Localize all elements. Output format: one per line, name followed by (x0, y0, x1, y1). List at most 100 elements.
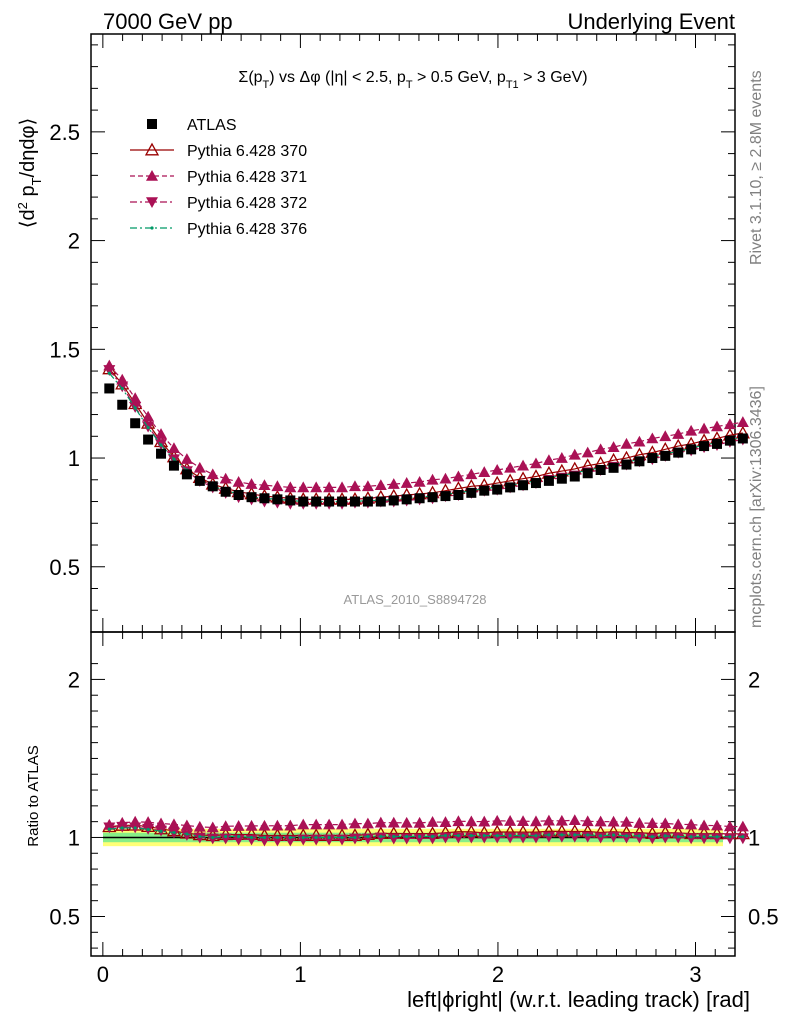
series-0-point (634, 456, 645, 467)
series-0-point (324, 496, 335, 507)
series-4-ratio-point (146, 827, 150, 832)
main-series-group (102, 359, 750, 510)
series-0-point (647, 453, 658, 464)
series-0-point (724, 435, 735, 446)
series-0-point (686, 444, 697, 455)
series-4-ratio-point (728, 835, 732, 839)
series-3-ratio-point (323, 834, 336, 846)
series-4-ratio-point (107, 827, 111, 831)
series-2-ratio-point (361, 817, 374, 829)
series-2-point (374, 479, 387, 491)
series-4-ratio-point (275, 835, 279, 840)
series-0-point (246, 492, 257, 503)
series-4-point (133, 406, 137, 410)
series-4-point (172, 457, 176, 461)
series-2-point (723, 418, 736, 430)
series-3-point (103, 365, 116, 376)
main-y-tick-label: 2 (68, 229, 80, 254)
series-2-ratio-point (478, 815, 491, 827)
x-tick-label: 1 (294, 962, 306, 987)
series-2-ratio-point (374, 816, 387, 828)
series-0-point (337, 496, 348, 507)
series-0-point (621, 459, 632, 470)
series-2-ratio-point (646, 817, 659, 829)
series-2-point (672, 428, 685, 439)
energy-label: 7000 GeV pp (103, 9, 233, 34)
series-2-point (710, 420, 723, 432)
ratio-y-tick-label-left: 1 (68, 825, 80, 850)
series-2-ratio-point (348, 817, 361, 829)
series-2-point (348, 480, 361, 492)
series-2-point (581, 446, 594, 458)
series-3-ratio-point (710, 833, 723, 845)
series-2-point (542, 454, 555, 466)
series-4-ratio-point (650, 835, 654, 839)
series-2-ratio-point (232, 820, 245, 831)
main-y-tick-label: 2.5 (49, 120, 80, 145)
series-0-point (311, 496, 322, 507)
series-2-point (698, 422, 711, 434)
series-4-ratio-point (353, 835, 357, 840)
series-3-ratio-point (232, 834, 245, 846)
series-4-ratio-point (495, 834, 499, 838)
plot-title: Σ(pT) vs Δφ (|η| < 2.5, pT > 0.5 GeV, pT… (238, 69, 587, 91)
series-0-point (595, 464, 606, 475)
series-4-ratio-point (611, 833, 616, 837)
series-2-point (620, 437, 633, 449)
series-0-point (569, 471, 580, 482)
series-2-point (504, 461, 517, 473)
series-2-line (108, 365, 743, 488)
series-0-point (466, 487, 477, 498)
series-0-point (143, 434, 154, 445)
series-4-ratio-point (249, 835, 254, 840)
series-0-point (608, 462, 619, 473)
series-0-point (168, 460, 179, 471)
series-2-ratio-point (465, 815, 478, 827)
series-0-point (259, 493, 270, 504)
series-2-point (258, 479, 271, 491)
series-0-point (737, 433, 748, 444)
series-4-ratio-point (663, 834, 667, 838)
series-4-ratio-point (211, 835, 215, 840)
series-3-ratio-point (271, 835, 284, 847)
series-4-ratio-point (741, 835, 745, 839)
series-4-ratio-point (133, 826, 137, 830)
x-axis-label: left|ϕright| (w.r.t. leading track) [rad… (407, 987, 750, 1012)
series-2-point (659, 430, 672, 442)
series-4-ratio-point (185, 832, 189, 836)
series-4-ratio-point (456, 833, 461, 838)
series-3-ratio-point (736, 833, 749, 845)
series-2-ratio-point (568, 814, 581, 825)
series-2-point (284, 481, 297, 493)
series-4-ratio-point (327, 835, 331, 840)
series-4-ratio-point (392, 834, 396, 839)
series-2-ratio-point (542, 814, 555, 826)
series-0-point (104, 383, 115, 394)
series-2-ratio-point (685, 818, 698, 830)
series-4-point (159, 443, 163, 447)
series-4-point (120, 386, 124, 391)
series-2-ratio-point (206, 821, 219, 833)
ratio-y-tick-label-right: 2 (748, 667, 760, 692)
series-0-point (207, 481, 218, 492)
series-2-point (142, 410, 155, 422)
series-4-point (146, 425, 150, 430)
legend-marker-1 (144, 142, 160, 156)
series-2-ratio-point (193, 820, 206, 832)
series-4-ratio-point (599, 834, 603, 838)
series-0-point (375, 496, 386, 507)
series-2-point (633, 435, 646, 447)
series-2-ratio-point (723, 820, 736, 832)
series-0-point (660, 450, 671, 461)
series-2-ratio-point (297, 818, 310, 830)
series-4-ratio-point (405, 834, 409, 839)
ratio-plot-frame (90, 631, 736, 957)
series-2-point (361, 480, 374, 492)
series-0-point (479, 485, 490, 496)
series-4-ratio-point (586, 833, 590, 837)
series-2-point (129, 392, 142, 404)
series-2-point (491, 463, 504, 475)
series-2-ratio-point (452, 815, 465, 827)
series-3-ratio-point (413, 833, 426, 845)
series-4-ratio-point (262, 835, 267, 840)
